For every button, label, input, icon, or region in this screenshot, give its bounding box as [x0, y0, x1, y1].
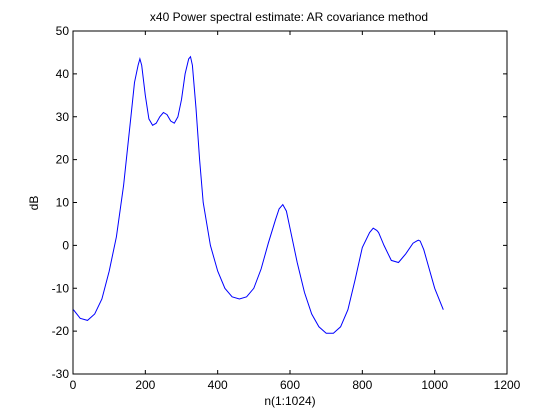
y-tick-label: -20 — [52, 324, 70, 338]
y-tick-label: -30 — [52, 367, 70, 381]
chart-title: x40 Power spectral estimate: AR covarian… — [150, 10, 428, 24]
ticks-group — [72, 30, 508, 375]
y-axis-label: dB — [27, 196, 41, 211]
x-tick-label: 1000 — [421, 378, 448, 392]
y-tick-label: 20 — [56, 153, 70, 167]
x-tick-label: 800 — [352, 378, 372, 392]
y-tick-label: 0 — [62, 238, 69, 252]
y-tick-label: 50 — [56, 24, 70, 38]
y-tick-label: 30 — [56, 110, 70, 124]
y-tick-label: 10 — [56, 196, 70, 210]
x-tick-label: 200 — [135, 378, 155, 392]
series-line — [73, 55, 444, 334]
tick-labels-group: 0 200 400 600 800 1000 1200 -30 -20 -10 0 10 20 30 40 5… — [52, 24, 521, 392]
axes-frame — [72, 30, 508, 375]
x-axis-label: n(1:1024) — [264, 394, 315, 408]
y-tick-label: 40 — [56, 67, 70, 81]
x-tick-label: 0 — [70, 378, 77, 392]
x-tick-label: 400 — [208, 378, 228, 392]
y-tick-label: -10 — [52, 281, 70, 295]
x-tick-label: 1200 — [494, 378, 521, 392]
x-tick-label: 600 — [280, 378, 300, 392]
